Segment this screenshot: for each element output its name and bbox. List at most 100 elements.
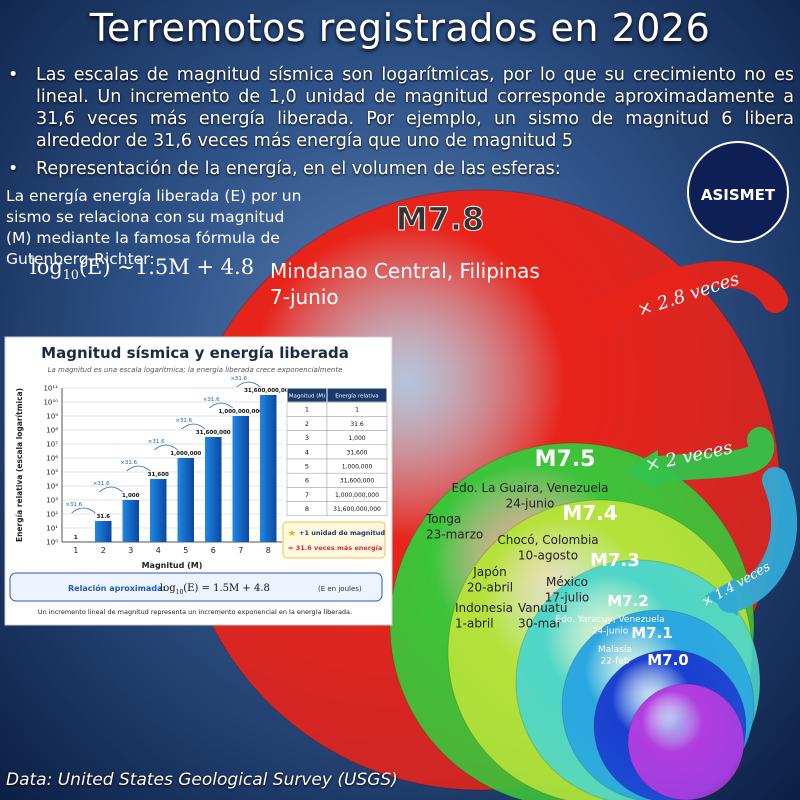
x-tick-label: 6 [211, 546, 216, 555]
value-label: 1 [74, 535, 78, 541]
x-tick-label: 5 [183, 546, 188, 555]
step-label: ×31.6 [203, 397, 220, 403]
event-place: Edo. La Guaira, Venezuela [452, 481, 609, 495]
logo-text: ASISMET [701, 186, 776, 204]
chart-footer: Un incremento lineal de magnitud represe… [38, 608, 352, 616]
bar [177, 458, 194, 542]
step-label: ×31.6 [93, 481, 110, 487]
value-label: 1,000 [122, 493, 140, 499]
event-place: Edo. Yaracuy, Venezuela [555, 615, 664, 625]
table-magnitude: 3 [305, 434, 309, 442]
relation-log: log [160, 583, 176, 594]
bar [150, 479, 167, 542]
bar [122, 500, 139, 542]
chart-subtitle: La magnitud es una escala logarítmica; l… [48, 366, 343, 374]
y-tick-label: 10⁹ [46, 413, 58, 421]
table-magnitude: 8 [305, 505, 309, 513]
step-label: ×31.6 [65, 502, 82, 508]
arrow-head [705, 578, 738, 616]
event-place: Japón [472, 565, 506, 579]
source: Data: United States Geological Survey (U… [6, 770, 398, 790]
step-label: ×31.6 [120, 460, 137, 466]
x-axis-label: Magnitud (M) [142, 561, 203, 570]
x-tick-label: 2 [101, 546, 106, 555]
step-arrow [181, 423, 206, 430]
bullet: • Las escalas de magnitud sísmica son log… [8, 64, 794, 152]
table-energy: 1,000,000,000 [335, 492, 379, 499]
value-label: 31,600,000,000 [244, 388, 293, 394]
title: Terremotos registrados en 2026 [89, 6, 711, 50]
bullet-text: Las escalas de magnitud sísmica son loga… [36, 65, 794, 151]
step-arrow [98, 486, 124, 493]
step-arrow [71, 507, 96, 514]
x-tick-label: 8 [266, 546, 271, 555]
logo-badge [687, 141, 789, 243]
table-header: Magnitud (M) [289, 394, 326, 400]
value-label: 31,600 [148, 472, 169, 478]
table-magnitude: 7 [305, 491, 309, 499]
formula-base: 10 [62, 267, 79, 283]
arrow-head [575, 292, 612, 340]
event-place: Vanuatu [518, 601, 568, 615]
x-tick-label: 7 [238, 546, 243, 555]
formula-log: log [30, 255, 63, 279]
event-date: 1-abril [455, 617, 494, 631]
event-date: 7-junio [270, 285, 339, 309]
event-date: 24-junio [506, 497, 555, 511]
y-tick-label: 10² [46, 511, 58, 519]
table-energy: 1,000 [348, 435, 365, 442]
event-date: 20-abril [467, 581, 513, 595]
formula-rest: (E) ∼1.5M + 4.8 [78, 255, 255, 279]
y-tick-label: 10⁰ [46, 539, 58, 547]
sphere-label: M7.1 [631, 624, 673, 642]
y-tick-label: 10⁵ [46, 469, 58, 477]
event-place: Indonesia [455, 601, 513, 615]
sphere-label: M7.4 [562, 501, 617, 525]
y-tick-label: 10⁶ [46, 455, 58, 463]
arrow [587, 261, 788, 331]
relation-base: 10 [176, 589, 184, 596]
table-cell [326, 501, 388, 517]
step-arrow [236, 381, 261, 388]
event-place: Tonga [425, 512, 461, 526]
event-date: 24-junio [592, 627, 629, 637]
y-tick-label: 10¹¹ [43, 385, 58, 393]
legend-box [282, 521, 386, 559]
table-magnitude: 6 [305, 477, 309, 485]
event-place: Malasia [598, 645, 632, 655]
step-arrow [208, 402, 234, 409]
relation-rest: (E) = 1.5M + 4.8 [183, 583, 270, 594]
step-label: ×31.6 [148, 439, 165, 445]
sphere [627, 683, 745, 800]
step-label: ×31.6 [230, 376, 247, 382]
event-date: 17-julio [545, 591, 590, 605]
bullet: • Representación de la energía, en el vol… [8, 158, 794, 180]
relation-box [9, 572, 383, 602]
relation-label: Relación aproximada: [68, 583, 166, 593]
table-magnitude: 5 [305, 463, 309, 471]
value-label: 31,600,000 [196, 430, 231, 436]
event-place: Mindanao Central, Filipinas [270, 259, 540, 283]
chart-title: Magnitud sísmica y energía liberada [41, 344, 349, 362]
arrow [717, 467, 798, 613]
sphere-label: M7.3 [590, 550, 640, 571]
table-energy: 1,000,000 [342, 464, 373, 471]
table-energy: 31.6 [350, 421, 364, 428]
x-tick-label: 3 [128, 546, 133, 555]
formula: log10(E) ∼1.5M + 4.8 [30, 255, 254, 282]
y-axis-label: Energía relativa (escala logarítmica) [15, 388, 24, 542]
legend-star: ★ [288, 529, 296, 539]
x-tick-label: 1 [73, 546, 78, 555]
sphere-label: M7.5 [535, 447, 596, 472]
table-energy: 31,600 [347, 449, 368, 456]
value-label: 31.6 [96, 514, 110, 520]
x-tick-label: 4 [156, 546, 161, 555]
step-arrow [126, 465, 151, 472]
sphere-label: M7.2 [607, 592, 649, 610]
y-tick-label: 10¹⁰ [43, 399, 58, 407]
sphere-label: M7.8 [396, 200, 485, 238]
table-magnitude: 1 [305, 406, 309, 414]
